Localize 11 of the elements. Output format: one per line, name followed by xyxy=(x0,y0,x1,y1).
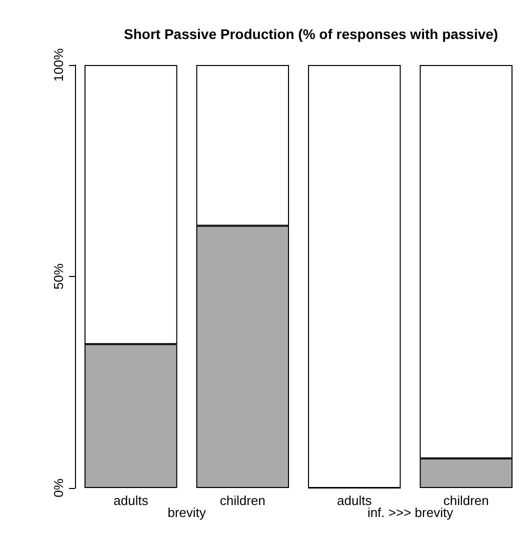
text: brevity xyxy=(168,505,206,520)
x-tick-label: adults xyxy=(337,493,372,508)
bar xyxy=(308,65,401,488)
chart-title: Short Passive Production (% of responses with passive) xyxy=(124,26,498,42)
x-tick-label: children xyxy=(443,493,489,508)
y-tick-label: 50% xyxy=(51,263,66,290)
text: inf. >>> brevity xyxy=(367,505,454,520)
x-tick-label: adults xyxy=(114,493,149,508)
y-tick-label: 100% xyxy=(51,48,66,82)
y-tick-label: 0% xyxy=(51,478,66,498)
x-tick-label: children xyxy=(220,493,266,508)
